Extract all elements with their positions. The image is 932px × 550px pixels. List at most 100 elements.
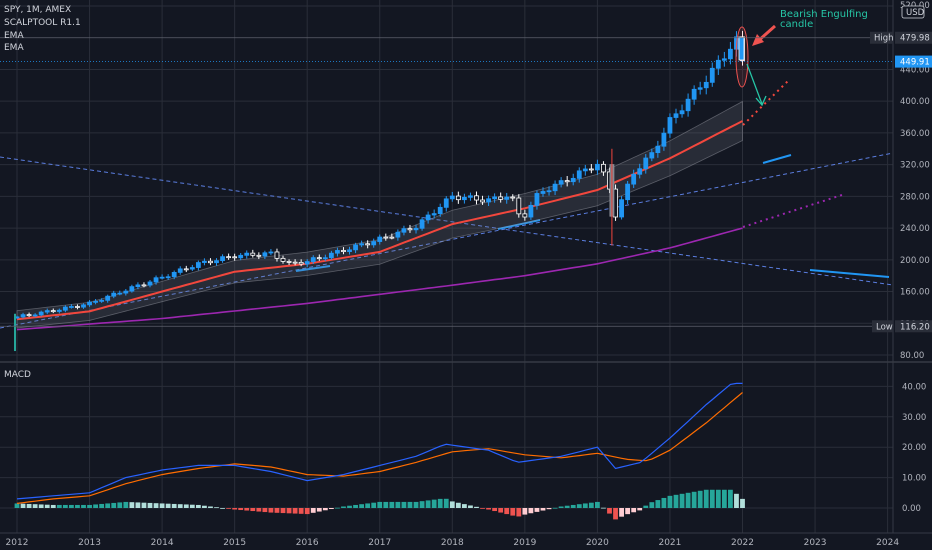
macd-hist-bar: [540, 508, 546, 511]
macd-hist-bar: [129, 502, 135, 508]
candle-body: [522, 213, 528, 218]
annotation-line-2: candle: [780, 19, 813, 30]
macd-hist-bar: [510, 508, 516, 516]
candle-body: [480, 199, 485, 203]
macd-hist-bar: [395, 501, 401, 508]
candle-body: [177, 268, 183, 273]
macd-hist-bar: [734, 493, 739, 508]
candle-body: [117, 292, 123, 295]
candle-body: [56, 309, 62, 312]
price-tick-label: 400.00: [900, 97, 930, 107]
indicator-scalptool-label[interactable]: SCALPTOOL R1.1: [4, 18, 81, 28]
macd-tick-label: 10.00: [902, 474, 926, 484]
candle-body: [81, 304, 86, 308]
ema-slow-projection: [742, 193, 846, 228]
macd-hist-bar: [504, 508, 510, 515]
candle-body: [661, 132, 667, 147]
macd-hist-bar: [371, 502, 377, 508]
candle-body: [486, 198, 491, 203]
macd-hist-bar: [546, 508, 552, 510]
candle-body: [322, 257, 328, 260]
candle-body: [44, 310, 50, 313]
macd-hist-bar: [123, 501, 129, 508]
candle-body: [407, 228, 413, 231]
macd-hist-bar: [413, 501, 419, 508]
symbol-label[interactable]: SPY, 1M, AMEX: [4, 5, 72, 15]
candle-body: [347, 249, 352, 252]
candle-body: [105, 295, 111, 301]
candle-body: [449, 195, 455, 200]
macd-hist-bar: [728, 489, 733, 508]
candle-body: [280, 257, 286, 262]
macd-hist-bar: [359, 504, 365, 508]
macd-hist-bar: [195, 504, 201, 508]
macd-hist-bar: [643, 505, 649, 508]
candle-body: [721, 58, 727, 61]
candle-body: [576, 170, 582, 179]
candle-body: [292, 261, 298, 264]
candle-body: [189, 267, 195, 270]
candle-body: [171, 271, 177, 278]
indicator-ema-label[interactable]: EMA: [4, 31, 24, 41]
macd-hist-bar: [564, 505, 570, 508]
candle-body: [425, 214, 431, 221]
high-label: High: [874, 34, 894, 44]
candle-body: [183, 268, 189, 271]
candle-body: [655, 145, 661, 154]
candle-body: [50, 310, 56, 313]
macd-label[interactable]: MACD: [4, 370, 31, 380]
time-tick-label: 2024: [876, 538, 899, 548]
macd-hist-bar: [486, 508, 491, 510]
macd-hist-bar: [62, 504, 68, 508]
candle-body: [715, 59, 721, 69]
candle-body: [455, 195, 461, 201]
time-tick-label: 2022: [731, 538, 754, 548]
macd-hist-bar: [613, 508, 618, 520]
macd-hist-bar: [214, 507, 219, 509]
high-value: 479.98: [900, 34, 930, 44]
indicator-ema2-label[interactable]: EMA: [4, 43, 24, 53]
macd-hist-bar: [171, 503, 177, 508]
macd-tick-label: 30.00: [902, 413, 926, 423]
candle-body: [365, 243, 371, 246]
time-tick-label: 2014: [151, 538, 174, 548]
macd-hist-bar: [153, 503, 159, 508]
macd-hist-bar: [335, 507, 340, 509]
macd-hist-bar: [292, 508, 298, 514]
macd-hist-bar: [492, 508, 498, 512]
macd-hist-bar: [32, 504, 38, 508]
macd-hist-bar: [721, 489, 727, 508]
macd-hist-bar: [474, 506, 479, 508]
macd-hist-bar: [709, 489, 715, 508]
candle-body: [564, 180, 570, 183]
candle-body: [328, 252, 334, 259]
macd-hist-bar: [328, 508, 334, 510]
candle-body: [492, 196, 498, 200]
macd-hist-bar: [389, 501, 395, 508]
macd-hist-bar: [50, 504, 56, 508]
high-label-box: [870, 31, 893, 44]
candle-body: [214, 260, 219, 264]
candle-body: [141, 284, 147, 287]
time-tick-label: 2020: [586, 538, 609, 548]
macd-hist-bar: [177, 504, 183, 508]
macd-hist-bar: [685, 492, 691, 508]
candle-body: [75, 306, 80, 308]
macd-hist-bar: [461, 504, 467, 508]
macd-pane: [14, 382, 745, 520]
candle-body: [111, 292, 117, 297]
candle-body: [728, 48, 733, 60]
macd-hist-bar: [159, 503, 165, 508]
trendline-marker-2: [809, 269, 890, 278]
macd-hist-bar: [304, 508, 310, 515]
candle-body: [304, 261, 310, 265]
macd-hist-bar: [274, 508, 280, 513]
macd-hist-bar: [498, 508, 504, 513]
time-tick-label: 2012: [6, 538, 29, 548]
macd-hist-bar: [522, 508, 528, 515]
macd-hist-bar: [649, 502, 655, 508]
ema-band-area: [16, 100, 743, 329]
candle-body: [298, 261, 304, 265]
